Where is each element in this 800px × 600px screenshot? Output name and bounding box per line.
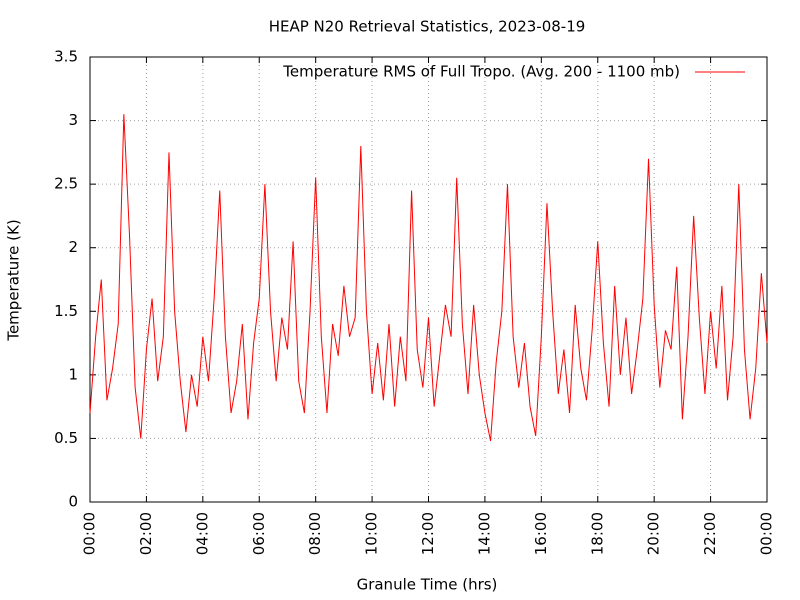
x-axis-label: Granule Time (hrs) [357,576,498,594]
y-tick-label: 1.5 [54,302,78,320]
y-tick-label: 0 [68,493,78,511]
y-tick-label: 1 [68,365,78,383]
y-tick-label: 3.5 [54,48,78,66]
x-tick-label: 00:00 [758,512,776,555]
x-tick-label: 10:00 [363,512,381,555]
x-tick-label: 20:00 [645,512,663,555]
legend-label: Temperature RMS of Full Tropo. (Avg. 200… [282,63,680,81]
x-tick-label: 12:00 [419,512,437,555]
y-tick-label: 2.5 [54,175,78,193]
x-tick-label: 02:00 [137,512,155,555]
x-tick-label: 06:00 [250,512,268,555]
x-tick-label: 04:00 [193,512,211,555]
x-tick-label: 16:00 [532,512,550,555]
x-tick-label: 18:00 [588,512,606,555]
y-tick-label: 2 [68,238,78,256]
x-tick-label: 00:00 [81,512,99,555]
x-tick-label: 22:00 [701,512,719,555]
x-tick-label: 14:00 [475,512,493,555]
y-tick-label: 0.5 [54,429,78,447]
x-tick-label: 08:00 [306,512,324,555]
y-tick-label: 3 [68,111,78,129]
chart-title: HEAP N20 Retrieval Statistics, 2023-08-1… [269,18,586,36]
data-line [89,114,768,442]
plot-frame [89,56,768,503]
y-axis-label: Temperature (K) [5,219,23,341]
